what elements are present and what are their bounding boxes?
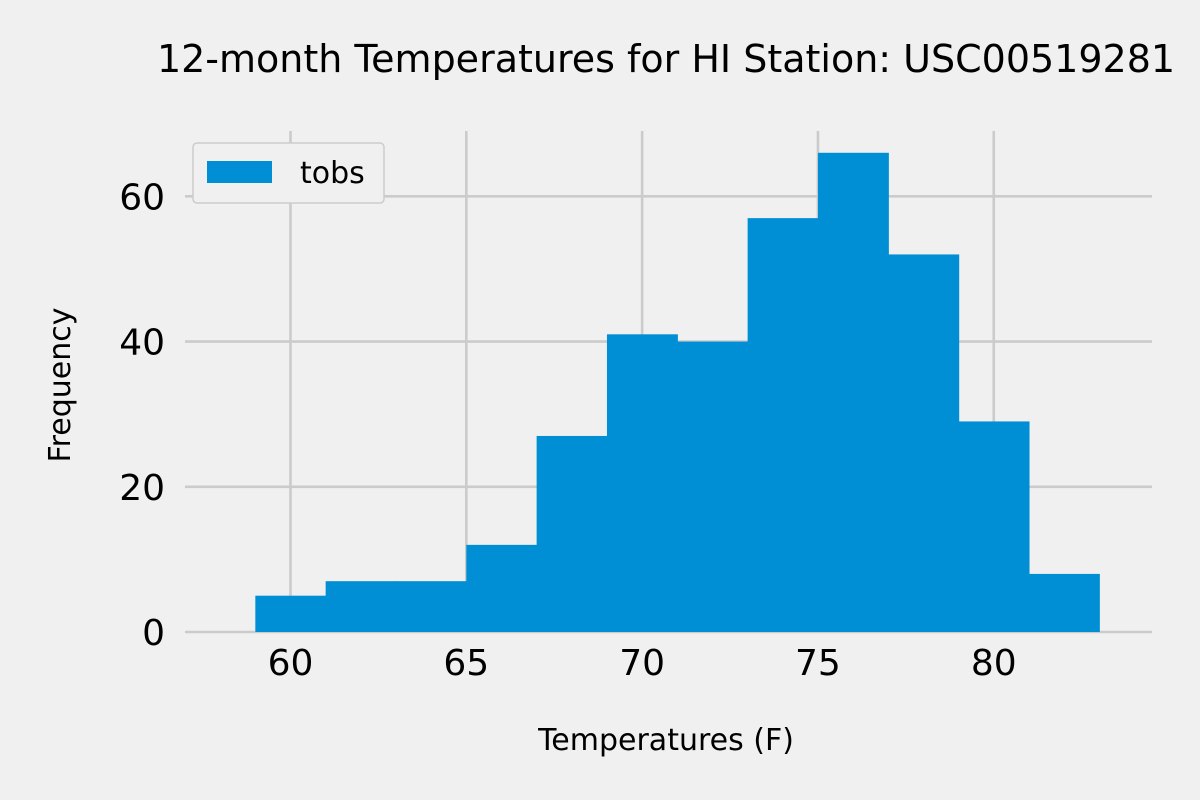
y-tick-label: 60 bbox=[119, 177, 165, 218]
histogram-bar bbox=[536, 435, 608, 632]
histogram-bar bbox=[606, 334, 678, 632]
histogram-bar bbox=[325, 581, 397, 632]
y-tick-label: 40 bbox=[119, 323, 165, 364]
y-tick-label: 20 bbox=[119, 468, 165, 509]
histogram-bar bbox=[958, 421, 1030, 632]
histogram-bar bbox=[1028, 573, 1100, 632]
x-tick-label: 60 bbox=[268, 643, 314, 684]
histogram-bar bbox=[255, 595, 327, 632]
x-tick-label: 70 bbox=[619, 643, 665, 684]
y-axis-label: Frequency bbox=[43, 308, 78, 463]
histogram-bar bbox=[747, 218, 819, 632]
x-axis-label: Temperatures (F) bbox=[537, 723, 794, 758]
legend-box bbox=[192, 142, 385, 204]
chart-title: 12-month Temperatures for HI Station: US… bbox=[157, 37, 1175, 81]
tick-labels: 60 65 70 75 80 0 20 40 60 bbox=[119, 177, 1016, 684]
x-tick-label: 75 bbox=[795, 643, 841, 684]
histogram-bar bbox=[888, 254, 960, 632]
x-tick-label: 80 bbox=[971, 643, 1017, 684]
histogram-bar bbox=[466, 544, 538, 632]
y-tick-label: 0 bbox=[142, 613, 165, 654]
histogram-bars bbox=[255, 152, 1100, 633]
histogram-bar bbox=[395, 581, 467, 632]
legend-swatch bbox=[207, 161, 272, 183]
histogram-bar bbox=[677, 341, 749, 632]
x-tick-label: 65 bbox=[443, 643, 489, 684]
histogram-bar bbox=[817, 152, 889, 633]
legend-label: tobs bbox=[300, 156, 365, 191]
legend: tobs bbox=[192, 142, 385, 204]
